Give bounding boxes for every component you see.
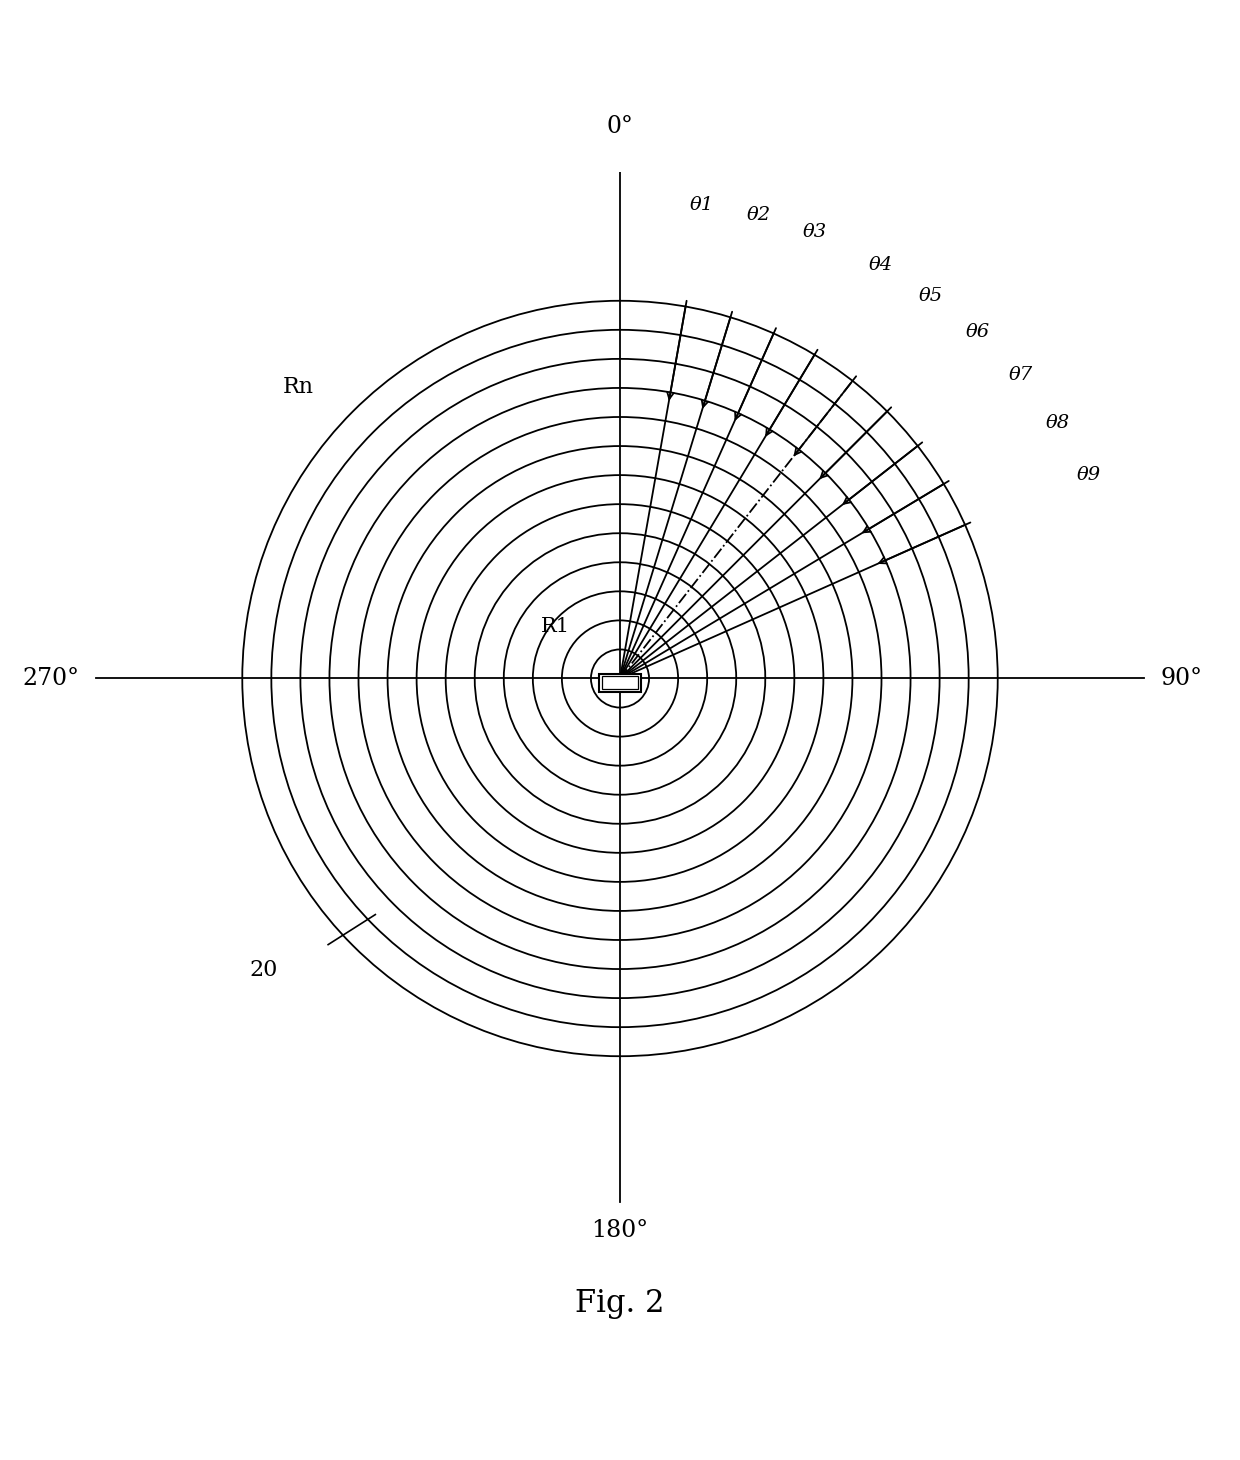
Text: θ8: θ8 [1045,415,1069,432]
Text: Rn: Rn [283,375,314,397]
Text: R1: R1 [541,618,570,637]
Text: θ7: θ7 [1008,366,1033,384]
Text: θ1: θ1 [689,196,714,213]
Bar [601,676,639,689]
Text: Fig. 2: Fig. 2 [575,1288,665,1318]
Text: 180°: 180° [591,1219,649,1242]
Text: θ3: θ3 [802,223,827,241]
Bar [599,673,641,692]
Text: θ4: θ4 [868,255,893,274]
Text: 270°: 270° [22,667,79,691]
Text: θ9: θ9 [1076,466,1101,485]
Text: θ5: θ5 [919,286,944,305]
Text: 0°: 0° [606,115,634,137]
Text: θ2: θ2 [746,206,771,223]
Text: θ6: θ6 [966,324,990,342]
Text: 90°: 90° [1161,667,1203,691]
Text: 20: 20 [249,959,278,981]
